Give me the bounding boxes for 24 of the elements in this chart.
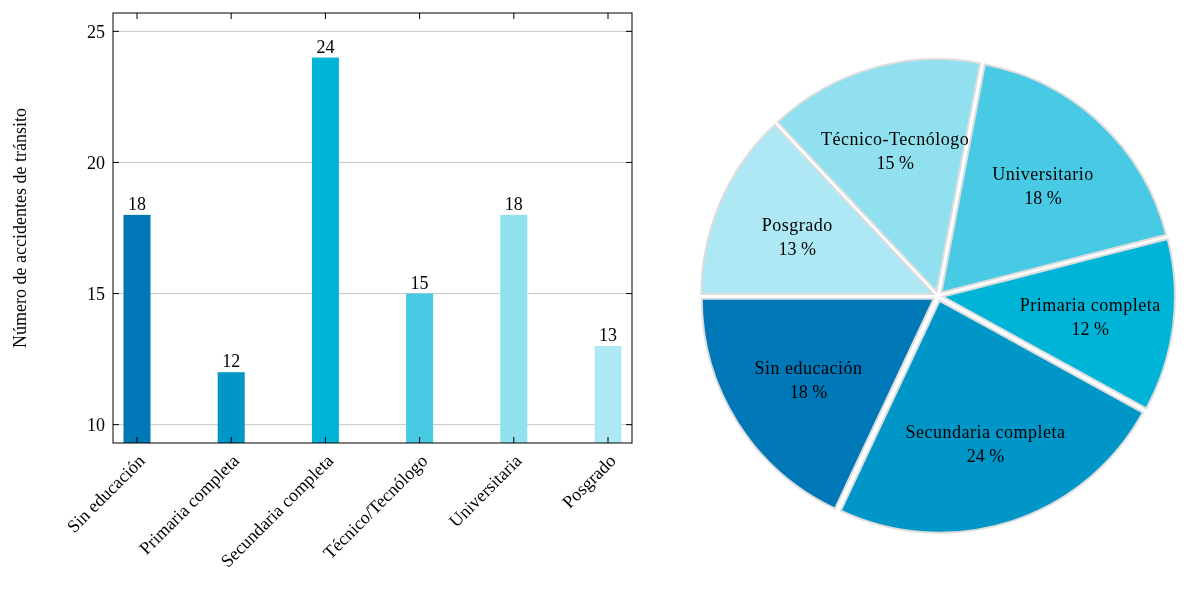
data-label: 15 [410,272,429,293]
y-tick-label: 20 [87,152,105,173]
data-label: 12 [222,351,241,372]
data-label: 18 [504,193,523,214]
y-tick-label: 10 [87,414,105,435]
slice-label: Posgrado [761,215,833,236]
slice-label: Universitario [992,164,1094,185]
pie-slice [941,237,1176,410]
y-tick-label: 25 [87,21,105,42]
data-label: 13 [599,324,617,345]
slice-label: Técnico-Tecnólogo [821,128,970,149]
y-tick-label: 15 [87,283,105,304]
slice-label: Primaria completa [1019,295,1161,316]
y-axis-title: Número de accidentes de tránsito [10,108,30,348]
slice-label: Sin educación [754,358,863,379]
data-label: 15 % [876,152,914,173]
slice-label: Secundaria completa [905,421,1066,442]
data-label: 12 % [1071,319,1110,340]
data-label: 18 % [1024,188,1062,209]
data-label: 18 [128,193,146,214]
data-label: 24 % [966,445,1005,466]
data-label: 13 % [778,239,816,260]
data-label: 24 [316,36,335,57]
data-label: 18 % [789,382,828,403]
